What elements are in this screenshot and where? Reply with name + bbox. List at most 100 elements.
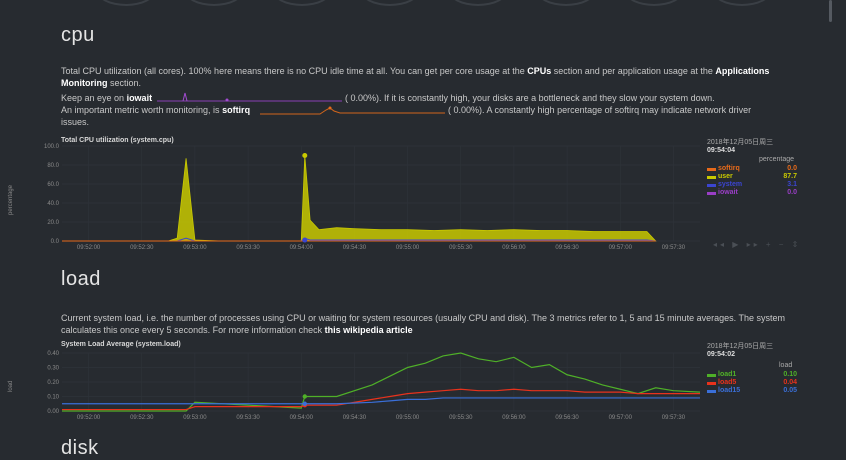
cpu-chart[interactable]: 100.0 80.0 60.0 40.0 20.0 0.0 09:52:00 09:52:30… bbox=[0, 140, 706, 254]
legend-item-load15[interactable]: load15 0.05 bbox=[707, 387, 797, 395]
legend-item-load1[interactable]: load1 0.10 bbox=[707, 371, 797, 379]
x-tick-label: 09:53:00 bbox=[183, 245, 207, 251]
legend-item-load5[interactable]: load5 0.04 bbox=[707, 379, 797, 387]
legend-label-user: user bbox=[718, 173, 733, 180]
load-description: Current system load, i.e. the number of … bbox=[61, 313, 801, 336]
legend-value-softirq: 0.0 bbox=[787, 165, 797, 172]
legend-label-iowait: iowait bbox=[718, 189, 738, 196]
legend-item-iowait[interactable]: iowait 0.0 bbox=[707, 189, 797, 197]
load-legend: 2018年12月05日周三 09:54:02 load load1 0.10 loa… bbox=[707, 341, 797, 401]
cpu-desc-text-2: section and per application usage at the bbox=[551, 66, 716, 76]
load-legend-time: 09:54:02 bbox=[707, 351, 736, 358]
chart-toolbox[interactable]: ◂◂ ▶ ▸▸ + − ⇕ bbox=[713, 240, 802, 249]
x-tick-label: 09:57:30 bbox=[662, 245, 686, 251]
legend-value-load15: 0.05 bbox=[783, 387, 797, 394]
x-tick-label: 09:53:30 bbox=[236, 245, 260, 251]
load-desc-text: Current system load, i.e. the number of … bbox=[61, 313, 785, 335]
x-tick-label: 09:55:00 bbox=[396, 245, 420, 251]
x-tick-label: 09:52:00 bbox=[77, 415, 101, 421]
legend-value-load1: 0.10 bbox=[783, 371, 797, 378]
legend-item-user[interactable]: user 87.7 bbox=[707, 173, 797, 181]
cpu-desc-text: Total CPU utilization (all cores). 100% … bbox=[61, 66, 528, 76]
y-tick-label: 0.40 bbox=[47, 351, 59, 357]
point-user bbox=[302, 153, 308, 158]
x-tick-label: 09:52:00 bbox=[77, 245, 101, 251]
y-tick-label: 0.20 bbox=[47, 380, 59, 386]
softirq-name: softirq bbox=[222, 105, 251, 115]
iowait-row: Keep an eye on iowait bbox=[61, 93, 152, 103]
legend-label-system: system bbox=[718, 181, 743, 188]
legend-item-softirq[interactable]: softirq 0.0 bbox=[707, 165, 797, 173]
cpu-legend-date: 2018年12月05日周三 bbox=[707, 139, 774, 146]
softirq-post: issues. bbox=[61, 117, 90, 127]
x-tick-label: 09:57:00 bbox=[609, 245, 633, 251]
cpu-legend-units: percentage bbox=[759, 156, 795, 163]
x-tick-label: 09:53:00 bbox=[183, 415, 207, 421]
x-tick-label: 09:52:30 bbox=[130, 415, 154, 421]
page-scrollbar[interactable] bbox=[829, 0, 832, 22]
legend-label-load5: load5 bbox=[718, 379, 737, 386]
disk-section-title: disk bbox=[61, 437, 99, 459]
softirq-value: ( 0.00%). A constantly high percentage o… bbox=[448, 105, 752, 115]
applications-monitoring-link[interactable]: Applications Monitoring bbox=[61, 66, 770, 88]
cpu-legend: 2018年12月05日周三 09:54:04 percentage softir… bbox=[707, 137, 797, 207]
legend-value-user: 87.7 bbox=[783, 173, 797, 180]
softirq-prefix: An important metric worth monitoring, is bbox=[61, 105, 223, 115]
softirq-sparkline bbox=[260, 106, 445, 115]
x-tick-label: 09:54:30 bbox=[343, 415, 367, 421]
wikipedia-link[interactable]: this wikipedia article bbox=[324, 324, 413, 335]
x-tick-label: 09:55:00 bbox=[396, 415, 420, 421]
iowait-sparkline bbox=[157, 92, 342, 102]
legend-swatch-softirq bbox=[707, 168, 716, 171]
point-load15 bbox=[302, 401, 307, 406]
y-tick-label: 80.0 bbox=[47, 163, 59, 169]
legend-swatch-iowait bbox=[707, 192, 716, 195]
point-system bbox=[302, 237, 308, 243]
legend-value-system: 3.1 bbox=[787, 181, 797, 188]
cpu-description: Total CPU utilization (all cores). 100% … bbox=[61, 66, 801, 89]
softirq-row: An important metric worth monitoring, is… bbox=[61, 105, 250, 115]
legend-value-iowait: 0.0 bbox=[787, 189, 797, 196]
series-user bbox=[62, 155, 657, 242]
x-tick-label: 09:54:30 bbox=[343, 245, 367, 251]
cpu-desc-text-3: section. bbox=[107, 77, 142, 88]
legend-swatch-user bbox=[707, 176, 716, 179]
y-tick-label: 0.00 bbox=[47, 409, 59, 415]
x-tick-label: 09:56:00 bbox=[502, 415, 526, 421]
x-tick-label: 09:54:00 bbox=[290, 245, 314, 251]
load-legend-date: 2018年12月05日周三 bbox=[707, 343, 774, 350]
legend-swatch-load1 bbox=[707, 374, 716, 377]
x-tick-label: 09:56:30 bbox=[555, 415, 579, 421]
y-tick-label: 0.30 bbox=[47, 366, 59, 372]
load-section-title: load bbox=[61, 268, 101, 290]
point-load1 bbox=[302, 394, 307, 399]
iowait-value: ( 0.00%). If it is constantly high, your… bbox=[345, 93, 715, 103]
y-tick-label: 60.0 bbox=[47, 182, 59, 188]
y-tick-label: 40.0 bbox=[47, 201, 59, 207]
y-tick-label: 100.0 bbox=[44, 144, 60, 150]
x-tick-label: 09:56:00 bbox=[502, 245, 526, 251]
x-tick-label: 09:57:30 bbox=[662, 415, 686, 421]
iowait-prefix: Keep an eye on bbox=[61, 93, 127, 103]
x-tick-label: 09:57:00 bbox=[609, 415, 633, 421]
legend-swatch-load5 bbox=[707, 382, 716, 385]
load-chart-title: System Load Average (system.load) bbox=[61, 341, 181, 348]
top-gauges-remnant bbox=[0, 0, 846, 6]
x-tick-label: 09:55:30 bbox=[449, 415, 473, 421]
series-load15 bbox=[62, 397, 700, 405]
x-tick-label: 09:52:30 bbox=[130, 245, 154, 251]
x-tick-label: 09:53:30 bbox=[236, 415, 260, 421]
y-tick-label: 0.10 bbox=[47, 395, 59, 401]
load-legend-units: load bbox=[779, 362, 793, 369]
cpu-legend-time: 09:54:04 bbox=[707, 147, 736, 154]
cpus-link[interactable]: CPUs bbox=[527, 66, 552, 76]
legend-value-load5: 0.04 bbox=[783, 379, 797, 386]
x-tick-label: 09:54:00 bbox=[290, 415, 314, 421]
legend-swatch-load15 bbox=[707, 390, 716, 393]
legend-swatch-system bbox=[707, 184, 716, 187]
y-tick-label: 20.0 bbox=[47, 220, 59, 226]
x-tick-label: 09:55:30 bbox=[449, 245, 473, 251]
series-load5 bbox=[62, 388, 700, 411]
load-chart[interactable]: 0.40 0.30 0.20 0.10 0.00 09:52:00 09:52:30 09:5… bbox=[0, 343, 706, 425]
legend-item-system[interactable]: system 3.1 bbox=[707, 181, 797, 189]
